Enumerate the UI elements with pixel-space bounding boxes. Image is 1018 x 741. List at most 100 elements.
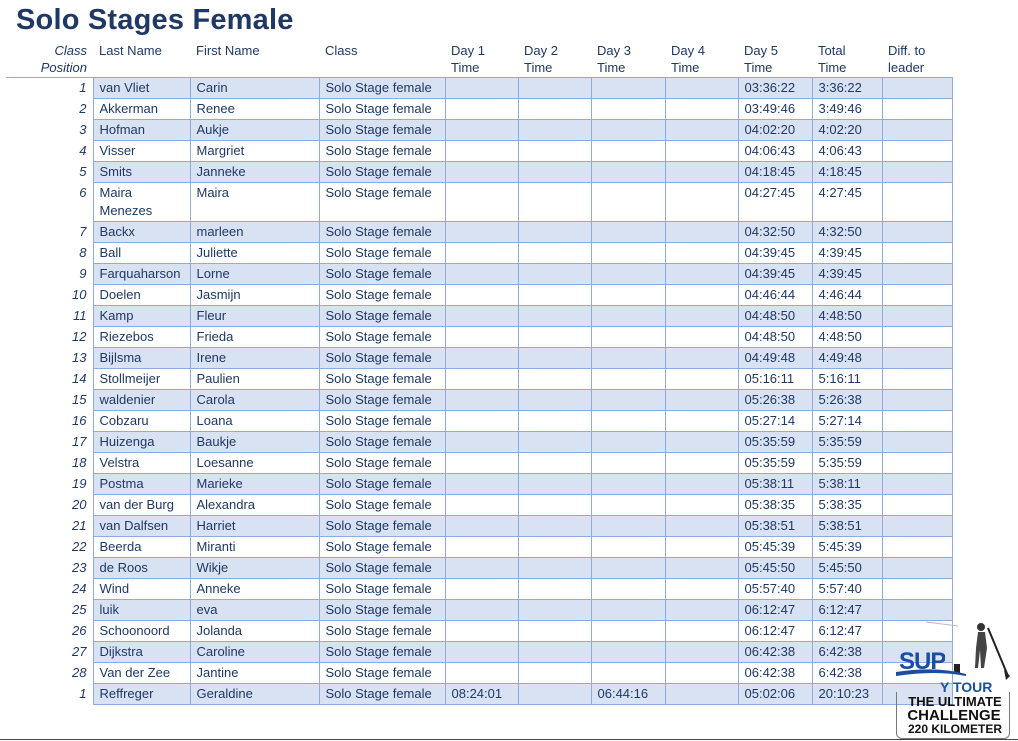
cell-total-time: 4:06:43 [811, 140, 883, 162]
cell-day1-time [444, 305, 519, 327]
cell-day3-time [590, 641, 666, 663]
cell-first-name: Carin [189, 77, 320, 99]
cell-first-name: Maira [189, 182, 320, 222]
cell-total-time: 4:49:48 [811, 347, 883, 369]
cell-diff-to-leader [881, 410, 953, 432]
cell-first-name: Loesanne [189, 452, 320, 474]
cell-last-name: waldenier [92, 389, 191, 411]
cell-day4-time [664, 620, 739, 642]
cell-position: 14 [6, 368, 94, 390]
cell-class: Solo Stage female [318, 410, 446, 432]
cell-day4-time [664, 326, 739, 348]
cell-last-name: Farquaharson [92, 263, 191, 285]
cell-position: 23 [6, 557, 94, 579]
cell-total-time: 4:02:20 [811, 119, 883, 141]
cell-day2-time [517, 284, 592, 306]
cell-first-name: Jolanda [189, 620, 320, 642]
cell-day2-time [517, 410, 592, 432]
cell-day1-time [444, 641, 519, 663]
cell-diff-to-leader [881, 557, 953, 579]
cell-day4-time [664, 494, 739, 516]
cell-day1-time: 08:24:01 [444, 683, 519, 705]
cell-day1-time [444, 182, 519, 222]
cell-day3-time [590, 161, 666, 183]
cell-class: Solo Stage female [318, 305, 446, 327]
cell-first-name: Irene [189, 347, 320, 369]
cell-day2-time [517, 221, 592, 243]
cell-day5-time: 05:45:50 [737, 557, 813, 579]
cell-day3-time [590, 536, 666, 558]
logo-kilometer-text: 220 KILOMETER [907, 722, 1003, 736]
cell-position: 8 [6, 242, 94, 264]
cell-day5-time: 06:12:47 [737, 620, 813, 642]
cell-day2-time [517, 662, 592, 684]
cell-first-name: Carola [189, 389, 320, 411]
cell-total-time: 5:38:51 [811, 515, 883, 537]
cell-day4-time [664, 641, 739, 663]
cell-day5-time: 04:27:45 [737, 182, 813, 222]
cell-class: Solo Stage female [318, 242, 446, 264]
cell-total-time: 5:16:11 [811, 368, 883, 390]
cell-total-time: 5:35:59 [811, 452, 883, 474]
cell-day3-time [590, 662, 666, 684]
cell-class: Solo Stage female [318, 536, 446, 558]
logo-tour-text: Y TOUR [940, 679, 993, 695]
cell-day1-time [444, 578, 519, 600]
cell-first-name: Loana [189, 410, 320, 432]
cell-first-name: Baukje [189, 431, 320, 453]
cell-day4-time [664, 347, 739, 369]
table-row: 1 Reffreger Geraldine Solo Stage female 08:2… [6, 683, 953, 705]
cell-day2-time [517, 263, 592, 285]
header-total-time: Total Time [812, 40, 882, 78]
cell-day3-time [590, 557, 666, 579]
cell-day5-time: 05:35:59 [737, 431, 813, 453]
table-row: 20 van der Burg Alexandra Solo Stage female… [6, 494, 953, 516]
cell-day5-time: 03:36:22 [737, 77, 813, 99]
cell-position: 28 [6, 662, 94, 684]
table-row: 27 Dijkstra Caroline Solo Stage female 06:42… [6, 641, 953, 663]
cell-day1-time [444, 368, 519, 390]
cell-day4-time [664, 431, 739, 453]
cell-day1-time [444, 599, 519, 621]
cell-day4-time [664, 662, 739, 684]
cell-day2-time [517, 620, 592, 642]
cell-position: 16 [6, 410, 94, 432]
cell-day1-time [444, 98, 519, 120]
cell-last-name: Visser [92, 140, 191, 162]
cell-total-time: 3:49:46 [811, 98, 883, 120]
cell-day3-time [590, 347, 666, 369]
cell-total-time: 6:12:47 [811, 620, 883, 642]
cell-day2-time [517, 182, 592, 222]
cell-position: 1 [6, 77, 94, 99]
cell-day3-time [590, 98, 666, 120]
cell-position: 17 [6, 431, 94, 453]
page-title: Solo Stages Female [16, 4, 294, 36]
cell-day3-time: 06:44:16 [590, 683, 666, 705]
logo-sup-text: SUP [899, 652, 946, 672]
cell-position: 10 [6, 284, 94, 306]
cell-position: 7 [6, 221, 94, 243]
cell-day3-time [590, 140, 666, 162]
cell-diff-to-leader [881, 161, 953, 183]
table-row: 12 Riezebos Frieda Solo Stage female 04:48:5… [6, 326, 953, 348]
cell-first-name: Geraldine [189, 683, 320, 705]
cell-total-time: 5:27:14 [811, 410, 883, 432]
cell-day1-time [444, 431, 519, 453]
cell-day3-time [590, 515, 666, 537]
cell-class: Solo Stage female [318, 119, 446, 141]
table-row: 14 Stollmeijer Paulien Solo Stage female 05:… [6, 368, 953, 390]
cell-day3-time [590, 182, 666, 222]
cell-day1-time [444, 284, 519, 306]
cell-day5-time: 05:27:14 [737, 410, 813, 432]
cell-day3-time [590, 473, 666, 495]
cell-day2-time [517, 140, 592, 162]
cell-position: 6 [6, 182, 94, 222]
cell-class: Solo Stage female [318, 578, 446, 600]
cell-day5-time: 05:26:38 [737, 389, 813, 411]
header-class: Class [319, 40, 445, 78]
cell-total-time: 6:12:47 [811, 599, 883, 621]
cell-position: 2 [6, 98, 94, 120]
cell-total-time: 5:45:39 [811, 536, 883, 558]
table-row: 2 Akkerman Renee Solo Stage female 03:49:46 3… [6, 98, 953, 120]
cell-class: Solo Stage female [318, 683, 446, 705]
